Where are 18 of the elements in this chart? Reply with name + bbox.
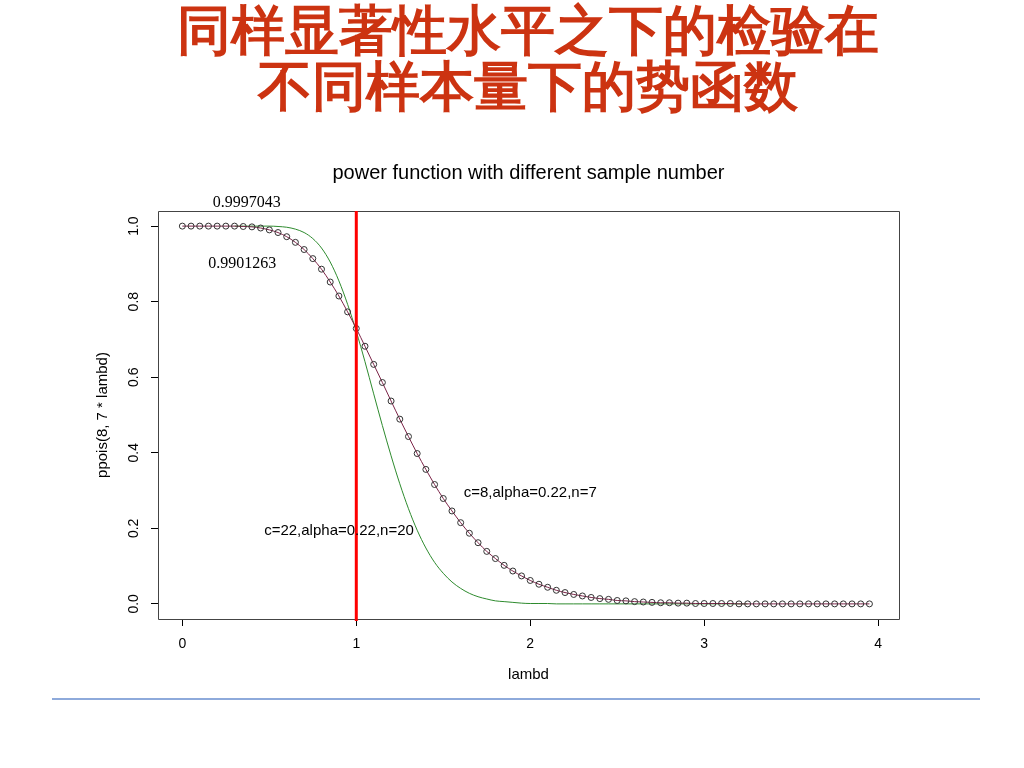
text: 0.9997043 [212, 193, 281, 211]
y-axis-title: ppois(8, 7 * lambd) [93, 352, 111, 478]
x-tick-label: 0 [178, 635, 187, 652]
y-tick-label: 0.4 [125, 442, 142, 463]
chart-subtitle: power function with different sample number [331, 160, 726, 185]
y-tick-label: 1.0 [125, 216, 142, 236]
annotation: 0.9901263 [208, 254, 277, 272]
y-tick-label: 0.0 [125, 593, 142, 614]
x-tick-label: 3 [700, 635, 709, 652]
x-axis-title: lambd [508, 665, 549, 683]
annotation: c=8,alpha=0.22,n=7 [463, 482, 597, 500]
x-tick-label: 2 [526, 635, 535, 652]
y-tick-label: 0.6 [125, 367, 142, 387]
y-tick-label: 0.2 [125, 518, 142, 539]
x-tick-label: 4 [874, 635, 883, 652]
chart-title: 同样显著性水平之下的检验在不同样本量下的势函数 [176, 0, 880, 118]
x-tick-label: 1 [352, 635, 361, 652]
y-tick-label: 0.8 [125, 291, 142, 312]
